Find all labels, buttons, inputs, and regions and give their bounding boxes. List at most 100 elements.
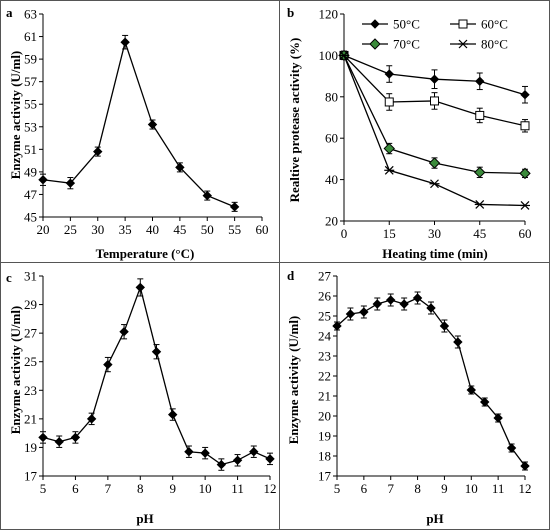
data-point-d-0-13 bbox=[506, 443, 517, 453]
legend-label-b-0: 50°C bbox=[393, 17, 420, 32]
x-tick-label-c-1: 6 bbox=[72, 481, 79, 496]
y-tick-label-d-9: 26 bbox=[318, 289, 332, 304]
data-point-b-3-2 bbox=[429, 179, 440, 189]
data-point-a-0-5 bbox=[175, 162, 185, 173]
data-point-d-0-4 bbox=[386, 295, 396, 305]
x-tick-label-b-2: 30 bbox=[428, 226, 441, 241]
y-tick-label-d-0: 17 bbox=[318, 469, 332, 484]
x-tick-label-c-6: 11 bbox=[231, 481, 244, 496]
y-axis-label-c: Enzyme activity (U/ml) bbox=[8, 306, 23, 435]
data-point-c-0-8 bbox=[168, 409, 178, 420]
x-axis-label-d: pH bbox=[426, 511, 443, 526]
data-point-c-0-13 bbox=[249, 447, 259, 457]
data-point-c-0-14 bbox=[265, 454, 275, 464]
x-tick-label-c-4: 9 bbox=[169, 481, 176, 496]
y-tick-label-d-6: 23 bbox=[318, 349, 331, 364]
y-tick-label-c-4: 25 bbox=[24, 354, 37, 369]
y-tick-label-b-4: 100 bbox=[319, 48, 339, 63]
y-tick-label-d-4: 21 bbox=[318, 389, 331, 404]
legend-label-b-2: 70°C bbox=[393, 37, 420, 52]
x-axis-label-a: Temperature (°C) bbox=[96, 246, 195, 261]
data-point-b-2-3 bbox=[474, 166, 486, 179]
data-point-c-0-4 bbox=[103, 359, 113, 370]
y-tick-label-d-2: 19 bbox=[318, 429, 331, 444]
x-tick-label-d-4: 9 bbox=[441, 481, 448, 496]
y-tick-label-d-7: 24 bbox=[318, 329, 332, 344]
x-tick-label-b-0: 0 bbox=[341, 226, 348, 241]
y-tick-label-b-3: 80 bbox=[325, 89, 338, 104]
panel-label-a: a bbox=[6, 5, 13, 20]
legend-b: 50°C 60°C 70°C 80°C bbox=[362, 17, 508, 52]
data-point-d-0-1 bbox=[345, 309, 356, 319]
data-point-d-0-0 bbox=[332, 321, 342, 331]
series-line-d-0 bbox=[336, 297, 526, 467]
panel-label-c: c bbox=[6, 270, 12, 285]
y-tick-label-b-2: 60 bbox=[325, 131, 338, 146]
data-point-d-0-14 bbox=[520, 461, 530, 471]
x-tick-label-b-4: 60 bbox=[519, 226, 532, 241]
y-tick-label-a-1: 47 bbox=[24, 187, 38, 202]
y-tick-label-c-3: 23 bbox=[24, 383, 37, 398]
x-axis-label-c: pH bbox=[136, 511, 153, 526]
y-tick-label-a-8: 61 bbox=[24, 29, 37, 44]
data-point-c-0-3 bbox=[86, 414, 97, 424]
data-point-c-0-7 bbox=[151, 347, 162, 357]
x-tick-label-c-7: 12 bbox=[264, 481, 277, 496]
y-tick-label-d-3: 20 bbox=[318, 409, 331, 424]
data-point-b-0-1 bbox=[384, 69, 394, 79]
data-point-c-0-6 bbox=[135, 282, 145, 293]
data-point-b-3-1 bbox=[384, 165, 395, 175]
data-point-a-0-2 bbox=[93, 146, 103, 157]
data-point-a-0-0 bbox=[38, 175, 48, 185]
data-point-d-0-10 bbox=[466, 385, 476, 395]
y-tick-label-d-8: 25 bbox=[318, 309, 331, 324]
x-tick-label-a-1: 25 bbox=[64, 222, 77, 237]
y-tick-label-a-9: 63 bbox=[24, 7, 37, 22]
data-point-d-0-7 bbox=[426, 303, 436, 313]
data-point-a-0-7 bbox=[229, 202, 240, 212]
y-tick-label-c-5: 27 bbox=[24, 326, 38, 341]
y-tick-label-c-6: 29 bbox=[24, 297, 37, 312]
data-point-b-1-1 bbox=[384, 97, 394, 107]
data-point-c-0-1 bbox=[54, 437, 64, 447]
data-point-c-0-5 bbox=[119, 327, 129, 337]
data-point-d-0-3 bbox=[372, 299, 382, 309]
data-point-c-0-0 bbox=[38, 432, 48, 443]
x-tick-label-c-2: 7 bbox=[105, 481, 112, 496]
data-point-d-0-2 bbox=[359, 307, 369, 317]
y-tick-label-a-5: 55 bbox=[24, 97, 37, 112]
y-tick-label-a-7: 59 bbox=[24, 52, 37, 67]
data-point-b-0-3 bbox=[475, 76, 485, 86]
x-tick-label-d-3: 8 bbox=[414, 481, 421, 496]
data-point-b-3-3 bbox=[474, 200, 485, 209]
data-point-a-0-3 bbox=[120, 37, 130, 47]
y-tick-label-a-0: 45 bbox=[24, 210, 37, 225]
data-point-d-0-6 bbox=[412, 293, 423, 303]
legend-marker-b-3 bbox=[458, 39, 468, 49]
x-tick-label-a-4: 40 bbox=[146, 222, 159, 237]
x-tick-label-a-3: 35 bbox=[119, 222, 132, 237]
data-point-a-0-6 bbox=[202, 190, 212, 201]
x-axis-label-b: Heating time (min) bbox=[382, 246, 487, 261]
data-point-b-0-2 bbox=[429, 74, 440, 84]
y-axis-label-a: Enzyme activity (U/ml) bbox=[8, 51, 23, 180]
x-tick-label-b-3: 45 bbox=[473, 226, 486, 241]
y-tick-label-a-6: 57 bbox=[24, 74, 38, 89]
y-tick-label-b-1: 40 bbox=[325, 172, 338, 187]
y-axis-label-d: Enzyme activity (U/ml) bbox=[286, 316, 301, 445]
data-point-b-3-4 bbox=[520, 201, 530, 210]
x-tick-label-a-7: 55 bbox=[228, 222, 241, 237]
y-axis-label-b: Realtive protease activity (%) bbox=[287, 38, 302, 203]
x-tick-label-a-2: 30 bbox=[91, 222, 104, 237]
legend-marker-b-1 bbox=[458, 19, 468, 29]
data-point-d-0-5 bbox=[399, 299, 409, 309]
data-point-c-0-11 bbox=[216, 459, 227, 470]
legend-marker-b-2 bbox=[369, 38, 381, 50]
data-point-b-3-0 bbox=[339, 50, 349, 60]
panel-label-d: d bbox=[287, 268, 295, 283]
x-tick-label-a-0: 20 bbox=[37, 222, 50, 237]
x-tick-label-d-6: 11 bbox=[492, 481, 505, 496]
x-tick-label-d-2: 7 bbox=[387, 481, 394, 496]
y-tick-label-c-7: 31 bbox=[24, 269, 37, 284]
